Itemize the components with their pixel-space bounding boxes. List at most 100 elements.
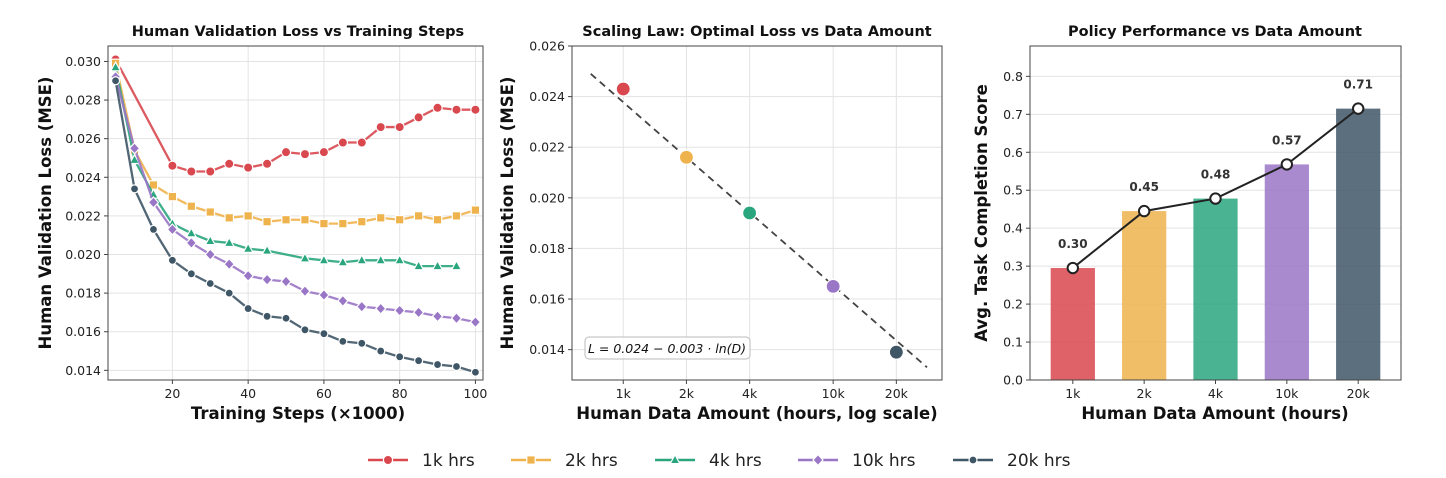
p3-ytick-label-4: 0.4 — [1003, 221, 1023, 236]
p1-point-1-17 — [432, 214, 443, 225]
p3-bar-value-4: 0.71 — [1343, 78, 1373, 92]
legend-item-0: 1k hrs — [368, 451, 475, 471]
p3-ytick-label-1: 0.1 — [1003, 335, 1023, 350]
p1-point-3-2 — [147, 196, 160, 209]
p1-point-4-2 — [148, 224, 159, 235]
p1-point-1-8 — [262, 216, 272, 227]
p1-point-1-12 — [338, 218, 348, 229]
p1-point-0-16 — [451, 104, 462, 115]
legend-marker-3 — [812, 453, 824, 467]
p1-point-1-15 — [394, 214, 405, 225]
p1-point-4-5 — [205, 278, 215, 289]
panel-2-frame — [571, 45, 943, 381]
panel-3-title: Policy Performance vs Data Amount — [1068, 24, 1362, 40]
p1-point-3-14 — [374, 302, 387, 315]
p1-point-1-5 — [205, 207, 216, 217]
p3-xtick-label-0: 1k — [1065, 386, 1081, 401]
p1-point-0-3 — [205, 166, 216, 177]
p1-point-4-4 — [186, 269, 196, 279]
panel-2-points — [615, 81, 904, 360]
p1-point-3-5 — [204, 248, 217, 261]
p1-point-1-13 — [356, 216, 367, 227]
p1-series-2 — [109, 60, 463, 271]
legend-label-3: 10k hrs — [852, 451, 916, 471]
panel-1-series — [109, 54, 482, 377]
p1-point-4-11 — [319, 329, 329, 339]
p1-point-2-5 — [204, 234, 217, 246]
p1-point-2-1 — [128, 153, 141, 165]
p2-point-1 — [678, 149, 695, 165]
p1-ytick-label-4: 0.022 — [65, 208, 101, 223]
panel-1-ylabel: Human Validation Loss (MSE) — [36, 77, 55, 350]
p2-xtick-label-4: 20k — [885, 386, 909, 401]
panel-3-ticks: 0.0 0.1 0.2 0.3 0.4 0.5 0.6 0.7 0.8 1k 2k 4k 10k 20k — [1003, 69, 1370, 401]
p3-bar-2 — [1193, 198, 1238, 380]
p3-overlay-point-1 — [1137, 204, 1151, 218]
p1-point-0-13 — [394, 121, 405, 133]
p1-series-4 — [110, 76, 481, 377]
p1-point-4-0 — [110, 76, 121, 86]
p1-point-4-6 — [224, 288, 234, 298]
p1-point-3-3 — [166, 223, 179, 236]
p3-ytick-label-5: 0.5 — [1003, 183, 1023, 198]
legend-marker-4 — [968, 455, 978, 465]
p1-point-4-1 — [129, 184, 140, 194]
p1-ytick-label-5: 0.024 — [65, 170, 101, 185]
legend-item-2: 4k hrs — [655, 451, 762, 471]
p3-overlay-point-0 — [1066, 261, 1080, 275]
p3-ytick-label-8: 0.8 — [1003, 69, 1023, 84]
p1-series-3 — [109, 70, 482, 329]
legend-marker-0 — [382, 454, 394, 466]
p2-xtick-label-3: 10k — [822, 386, 846, 401]
p1-point-4-14 — [376, 346, 386, 356]
p1-point-2-15 — [412, 259, 425, 271]
p3-bar-1 — [1122, 211, 1167, 380]
scaling-law-panel: Scaling Law: Optimal Loss vs Data Amount… — [498, 24, 943, 423]
panel-1-xlabel: Training Steps (×1000) — [191, 404, 405, 423]
p1-point-0-1 — [167, 160, 178, 171]
p3-xtick-label-2: 4k — [1208, 386, 1224, 401]
panel-3-bars: 0.30 0.45 0.48 0.57 0.71 — [1050, 78, 1381, 380]
p3-bar-4 — [1336, 108, 1381, 380]
panel-2-ylabel: Human Validation Loss (MSE) — [498, 77, 517, 350]
p1-point-1-6 — [224, 213, 235, 223]
p1-point-2-11 — [337, 255, 349, 267]
p1-point-1-14 — [375, 213, 386, 223]
p1-point-4-9 — [281, 313, 291, 323]
legend-item-1: 2k hrs — [511, 451, 618, 471]
p1-point-3-13 — [355, 300, 368, 313]
p1-point-3-6 — [223, 257, 236, 271]
p1-ytick-label-2: 0.018 — [65, 286, 101, 301]
legend: 1k hrs 2k hrs 4k hrs 10k hrs 20k hrs — [368, 451, 1071, 471]
legend-label-2: 4k hrs — [709, 451, 762, 471]
p1-point-0-5 — [242, 162, 254, 173]
p1-point-3-18 — [450, 311, 463, 325]
p1-point-1-18 — [451, 211, 462, 221]
p1-point-3-11 — [318, 288, 330, 302]
p1-point-2-16 — [431, 259, 444, 271]
p1-point-4-15 — [395, 352, 405, 362]
p1-point-3-8 — [261, 273, 273, 286]
p1-point-2-10 — [318, 253, 330, 265]
p3-ytick-label-0: 0.0 — [1003, 373, 1023, 388]
panel-3-xlabel: Human Data Amount (hours) — [1081, 404, 1348, 423]
p3-xtick-label-3: 10k — [1275, 386, 1299, 401]
p1-series-line-2 — [114, 67, 457, 268]
legend-label-4: 20k hrs — [1007, 451, 1071, 471]
p1-point-1-4 — [186, 201, 197, 212]
p1-point-4-16 — [414, 356, 424, 366]
p2-point-3 — [825, 278, 841, 294]
p3-bar-0 — [1050, 268, 1095, 380]
p3-overlay-point-3 — [1280, 158, 1294, 171]
p1-point-4-10 — [300, 325, 310, 335]
formula-box: L = 0.024 − 0.003 · ln(D) — [584, 336, 751, 360]
p1-point-2-6 — [223, 236, 236, 248]
p1-point-0-6 — [261, 158, 273, 169]
p2-ytick-label-6: 0.026 — [529, 39, 565, 54]
p1-point-0-14 — [413, 112, 424, 123]
panel-2-xlabel: Human Data Amount (hours, log scale) — [576, 404, 937, 423]
p3-ytick-label-7: 0.7 — [1003, 107, 1023, 122]
panel-2-ticks: 1k 2k 4k 10k 20k 0.014 0.016 0.018 0.020 0.022 0.0… — [529, 39, 908, 402]
panel-2-title: Scaling Law: Optimal Loss vs Data Amount — [582, 24, 931, 40]
